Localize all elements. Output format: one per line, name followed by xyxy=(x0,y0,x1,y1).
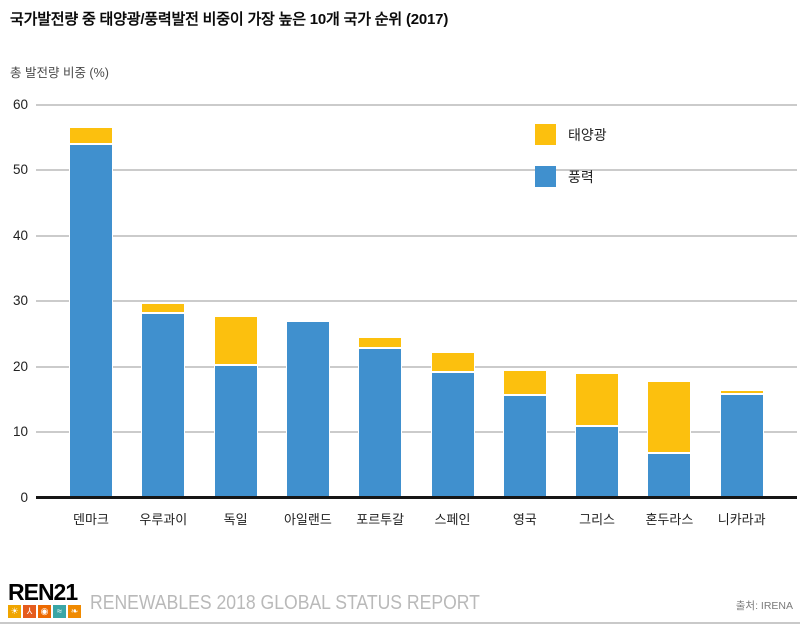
x-category-label-2: 독일 xyxy=(223,512,248,527)
x-category-label-1: 우루과이 xyxy=(139,512,188,527)
x-category-label-0: 덴마크 xyxy=(73,512,109,527)
y-axis-unit-label: 총 발전량 비중 (%) xyxy=(10,66,109,80)
bar-wind-4 xyxy=(358,347,403,497)
y-tick-label-40: 40 xyxy=(12,227,28,243)
legend-solar-label: 태양광 xyxy=(568,126,607,143)
bottom-divider xyxy=(0,622,800,624)
legend-wind-swatch xyxy=(535,166,556,187)
y-tick-label-30: 30 xyxy=(12,293,28,308)
footer: REN21 ☀ ⅄ ◉ ≈ ❧ RENEWABLES 2018 GLOBAL STATU… xyxy=(0,560,800,623)
gridline-40 xyxy=(36,234,797,237)
x-category-label-8: 혼두라스 xyxy=(645,512,694,527)
ren21-logo-tiles: ☀ ⅄ ◉ ≈ ❧ xyxy=(8,605,81,618)
bar-wind-3 xyxy=(285,320,330,497)
x-category-label-3: 아일랜드 xyxy=(283,512,332,527)
gridline-60 xyxy=(36,103,797,106)
gridline-50 xyxy=(36,169,797,171)
bar-wind-9 xyxy=(719,393,764,497)
y-tick-label-0: 0 xyxy=(20,489,28,505)
y-tick-label-10: 10 xyxy=(12,424,28,439)
legend-item-solar: 태양광 xyxy=(535,124,607,145)
sun-icon: ☀ xyxy=(8,605,21,618)
report-title: RENEWABLES 2018 GLOBAL STATUS REPORT xyxy=(90,592,480,614)
source-credit: 출처: IRENA xyxy=(735,600,793,612)
x-axis-line xyxy=(36,496,797,499)
x-category-label-5: 스페인 xyxy=(434,512,471,527)
bar-solar-1 xyxy=(141,303,186,313)
y-tick-label-20: 20 xyxy=(12,358,28,374)
bar-wind-5 xyxy=(430,371,475,497)
waves-icon: ≈ xyxy=(53,605,66,618)
bar-solar-5 xyxy=(430,351,475,372)
ren21-logo: REN21 xyxy=(8,579,78,605)
y-tick-label-60: 60 xyxy=(12,96,28,112)
x-category-label-4: 포르투갈 xyxy=(356,512,405,527)
gridline-30 xyxy=(36,300,797,302)
gridline-20 xyxy=(36,365,797,368)
bar-solar-7 xyxy=(575,373,620,427)
chart-title: 국가발전량 중 태양광/풍력발전 비중이 가장 높은 10개 국가 순위 (20… xyxy=(10,11,449,28)
x-category-label-6: 영국 xyxy=(512,512,537,527)
x-category-label-7: 그리스 xyxy=(579,512,616,527)
y-tick-label-50: 50 xyxy=(12,162,28,177)
leaf-icon: ❧ xyxy=(68,605,81,618)
bar-wind-1 xyxy=(141,312,186,497)
bar-wind-2 xyxy=(213,364,258,497)
legend-solar-swatch xyxy=(535,124,556,145)
bar-solar-0 xyxy=(69,126,113,144)
bar-solar-8 xyxy=(647,381,692,454)
bar-solar-2 xyxy=(213,316,258,365)
x-category-label-9: 니카라과 xyxy=(717,512,766,527)
wind-turbine-icon: ⅄ xyxy=(23,605,36,618)
bar-wind-0 xyxy=(69,143,113,497)
gridline-10 xyxy=(36,431,797,433)
bar-wind-6 xyxy=(502,395,547,497)
legend-item-wind: 풍력 xyxy=(535,166,594,187)
bar-wind-8 xyxy=(647,453,692,497)
bar-wind-7 xyxy=(575,426,620,497)
bar-solar-9 xyxy=(719,390,764,394)
bar-solar-4 xyxy=(358,336,403,348)
power-icon: ◉ xyxy=(38,605,51,618)
legend-wind-label: 풍력 xyxy=(568,168,594,185)
bar-solar-6 xyxy=(502,369,547,396)
